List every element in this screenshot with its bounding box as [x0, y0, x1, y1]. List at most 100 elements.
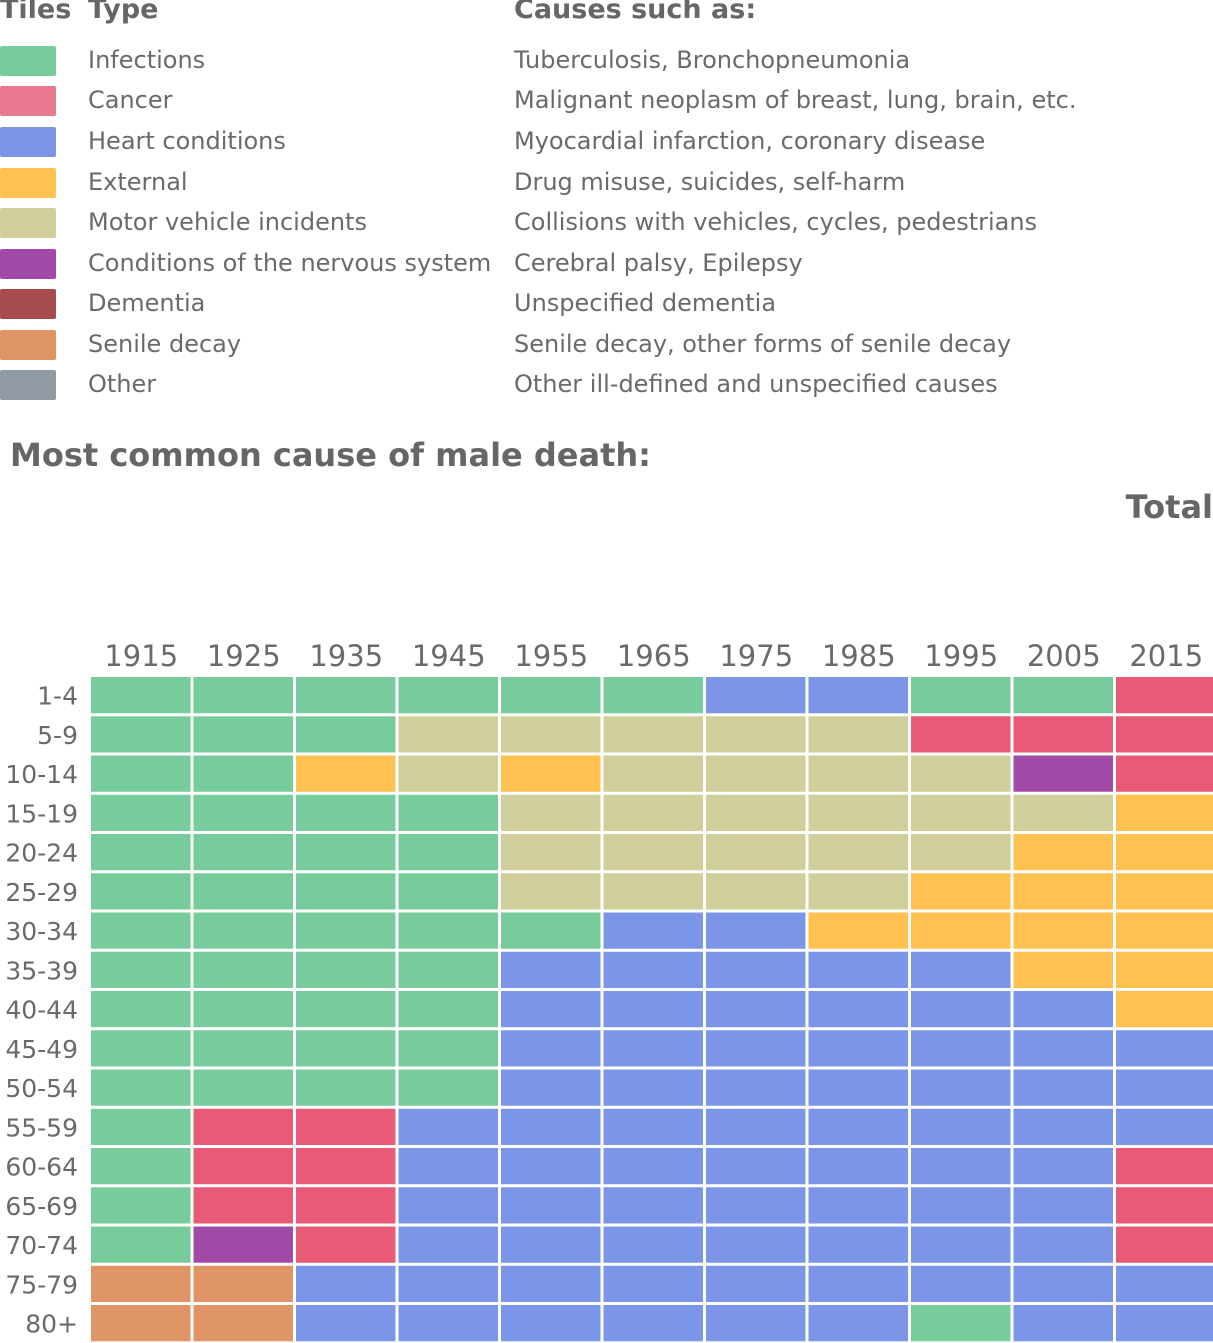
heatmap-cell-infections: [193, 873, 293, 910]
legend-cause-label: Tuberculosis, Bronchopneumonia: [514, 46, 911, 74]
heatmap-cell-heart-conditions: [808, 1148, 908, 1185]
heatmap-cell-heart-conditions: [501, 1148, 601, 1185]
heatmap-cell-external: [1116, 794, 1213, 831]
heatmap-cell-senile-decay: [91, 1305, 191, 1342]
heatmap-cell-cancer: [1116, 1226, 1213, 1263]
heatmap-cell-infections: [193, 951, 293, 988]
heatmap-cell-cancer: [193, 1108, 293, 1145]
heatmap-cell-motor-vehicle-incidents: [603, 755, 703, 792]
heatmap-cell-senile-decay: [193, 1265, 293, 1302]
legend-swatch: [0, 86, 56, 116]
y-tick-label: 25-29: [5, 878, 78, 907]
heatmap-cell-heart-conditions: [501, 1226, 601, 1263]
legend-swatch: [0, 330, 56, 360]
heatmap-cell-cancer: [1013, 716, 1113, 753]
x-tick-label: 1995: [924, 639, 998, 673]
legend-type-label: Senile decay: [88, 330, 242, 358]
heatmap-cell-heart-conditions: [398, 1187, 498, 1224]
heatmap-cell-infections: [911, 1305, 1011, 1342]
heatmap-cell-infections: [193, 1069, 293, 1106]
heatmap-cell-external: [501, 755, 601, 792]
heatmap-cell-heart-conditions: [808, 1108, 908, 1145]
heatmap-cell-heart-conditions: [501, 1069, 601, 1106]
heatmap-cell-cancer: [1116, 677, 1213, 714]
heatmap-cell-infections: [296, 873, 396, 910]
heatmap-cell-heart-conditions: [603, 912, 703, 949]
heatmap-cell-heart-conditions: [911, 1069, 1011, 1106]
heatmap-cell-infections: [91, 912, 191, 949]
legend-type-label: Dementia: [88, 289, 206, 317]
heatmap-cell-senile-decay: [91, 1265, 191, 1302]
heatmap-cell-conditions-of-the-nervous-system: [193, 1226, 293, 1263]
legend-header-tiles: Tiles: [0, 0, 72, 25]
heatmap-cell-external: [1116, 873, 1213, 910]
heatmap-cell-heart-conditions: [603, 991, 703, 1028]
x-tick-label: 1915: [104, 639, 178, 673]
heatmap-cell-motor-vehicle-incidents: [911, 755, 1011, 792]
legend-cause-label: Cerebral palsy, Epilepsy: [514, 249, 803, 277]
legend-item-infections: Infections Tuberculosis, Bronchopneumoni…: [0, 46, 1213, 76]
heatmap-cell-motor-vehicle-incidents: [808, 834, 908, 871]
heatmap-cell-heart-conditions: [603, 1226, 703, 1263]
heatmap-cell-infections: [296, 1030, 396, 1067]
legend-item-cancer: Cancer Malignant neoplasm of breast, lun…: [0, 86, 1213, 116]
heatmap-cell-heart-conditions: [501, 951, 601, 988]
heatmap-cell-heart-conditions: [706, 951, 806, 988]
heatmap-cell-infections: [398, 1030, 498, 1067]
heatmap-cell-infections: [296, 716, 396, 753]
heatmap-cell-motor-vehicle-incidents: [911, 794, 1011, 831]
heatmap-cell-external: [1116, 951, 1213, 988]
legend-swatch: [0, 249, 56, 279]
heatmap-cell-external: [1116, 834, 1213, 871]
y-tick-label: 60-64: [5, 1153, 78, 1182]
heatmap-cell-heart-conditions: [808, 1187, 908, 1224]
heatmap-cell-heart-conditions: [808, 951, 908, 988]
heatmap-cell-motor-vehicle-incidents: [603, 794, 703, 831]
heatmap-cell-heart-conditions: [706, 677, 806, 714]
heatmap-cell-motor-vehicle-incidents: [706, 834, 806, 871]
y-tick-label: 1-4: [37, 682, 78, 711]
heatmap-cell-infections: [91, 1226, 191, 1263]
heatmap-cell-motor-vehicle-incidents: [808, 873, 908, 910]
heatmap-cell-cancer: [1116, 1187, 1213, 1224]
heatmap-cell-external: [1013, 834, 1113, 871]
heatmap-cell-external: [1116, 912, 1213, 949]
heatmap-cell-heart-conditions: [808, 1305, 908, 1342]
heatmap-cell-heart-conditions: [398, 1226, 498, 1263]
heatmap-cell-heart-conditions: [808, 1265, 908, 1302]
legend-type-label: Other: [88, 370, 157, 398]
y-tick-label: 20-24: [5, 839, 78, 868]
heatmap-cell-infections: [296, 834, 396, 871]
heatmap-cell-infections: [603, 677, 703, 714]
heatmap-cell-heart-conditions: [706, 1226, 806, 1263]
heatmap-cell-heart-conditions: [501, 1030, 601, 1067]
heatmap-cell-heart-conditions: [706, 1030, 806, 1067]
heatmap-cell-external: [1013, 951, 1113, 988]
heatmap-cell-heart-conditions: [1013, 1305, 1113, 1342]
heatmap-cell-heart-conditions: [1116, 1030, 1213, 1067]
heatmap-cell-infections: [193, 677, 293, 714]
heatmap-cell-heart-conditions: [398, 1148, 498, 1185]
heatmap-cell-heart-conditions: [1013, 1108, 1113, 1145]
heatmap-cell-infections: [193, 912, 293, 949]
heatmap-cell-heart-conditions: [1116, 1265, 1213, 1302]
heatmap-cell-heart-conditions: [808, 1226, 908, 1263]
y-tick-label: 65-69: [5, 1192, 78, 1221]
heatmap-cell-cancer: [296, 1187, 396, 1224]
heatmap-cell-infections: [91, 1187, 191, 1224]
heatmap-cell-cancer: [193, 1148, 293, 1185]
heatmap-cell-heart-conditions: [603, 951, 703, 988]
heatmap-cell-heart-conditions: [1013, 1148, 1113, 1185]
legend-item-other: Other Other ill-defined and unspecified …: [0, 370, 1213, 400]
heatmap-cell-heart-conditions: [808, 677, 908, 714]
heatmap-cell-heart-conditions: [911, 1226, 1011, 1263]
heatmap-cell-infections: [296, 794, 396, 831]
legend-swatch: [0, 289, 56, 319]
heatmap-cell-senile-decay: [193, 1305, 293, 1342]
heatmap-chart: 1915 1925 1935 1945 1955 1965 1975 1985 1995 2005…: [5, 639, 1213, 1342]
heatmap-cell-infections: [91, 755, 191, 792]
y-tick-label: 80+: [25, 1310, 78, 1339]
heatmap-cell-heart-conditions: [706, 1305, 806, 1342]
legend-header-type: Type: [88, 0, 159, 25]
legend-swatch: [0, 127, 56, 157]
